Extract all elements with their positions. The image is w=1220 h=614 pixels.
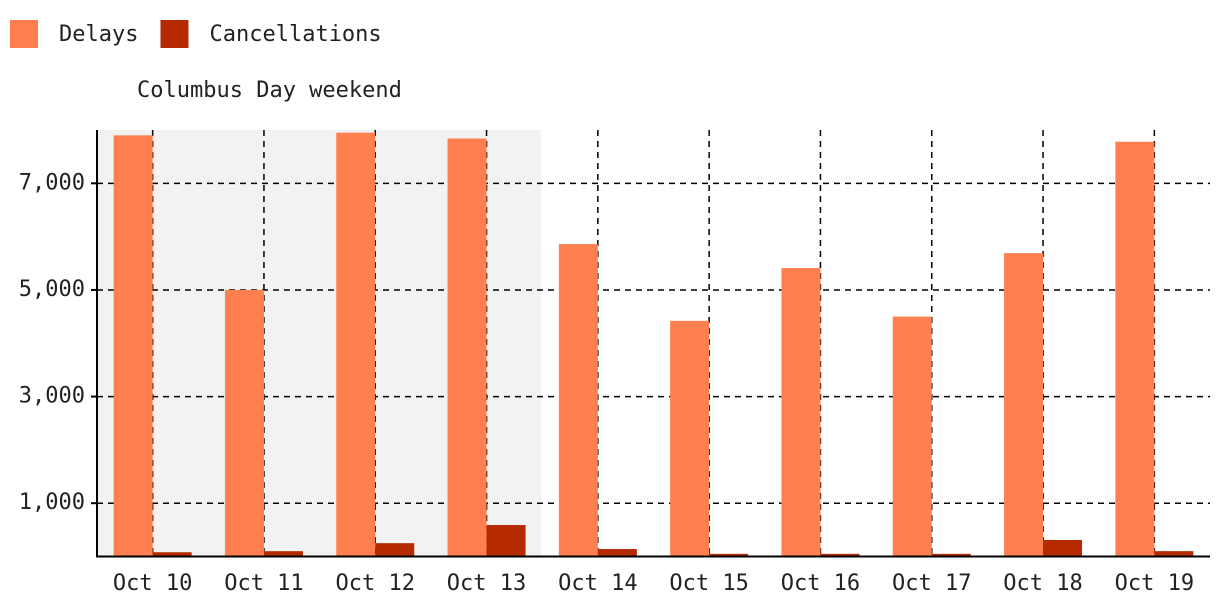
bar [224, 289, 264, 557]
bar [709, 553, 749, 557]
bar [113, 135, 153, 557]
x-tick-label: Oct 12 [336, 571, 415, 596]
x-tick-label: Oct 15 [669, 571, 748, 596]
highlight-label: Columbus Day weekend [137, 78, 402, 103]
legend-swatch [10, 20, 38, 48]
x-tick-label: Oct 13 [447, 571, 526, 596]
y-tick-label: 7,000 [19, 170, 85, 195]
y-tick-label: 3,000 [19, 384, 85, 409]
bar [1004, 253, 1044, 557]
bar [263, 551, 303, 557]
bar [597, 549, 637, 557]
bar [447, 138, 487, 557]
legend-swatch [160, 20, 189, 48]
x-tick-label: Oct 11 [224, 571, 303, 596]
x-tick-label: Oct 10 [113, 571, 192, 596]
x-tick-label: Oct 17 [892, 571, 971, 596]
x-tick-label: Oct 16 [781, 571, 860, 596]
bar [152, 552, 192, 557]
bar [486, 525, 526, 557]
x-tick-label: Oct 18 [1003, 571, 1082, 596]
bar [781, 268, 821, 557]
y-tick-label: 5,000 [19, 277, 85, 302]
bar [892, 316, 932, 557]
bar [1154, 551, 1194, 557]
bar [336, 132, 376, 557]
bar [1115, 141, 1155, 557]
x-tick-label: Oct 14 [558, 571, 637, 596]
bar [375, 543, 415, 557]
bar [820, 553, 860, 557]
x-tick-label: Oct 19 [1115, 571, 1194, 596]
legend-label: Cancellations [209, 22, 381, 47]
y-tick-label: 1,000 [19, 490, 85, 515]
legend-label: Delays [59, 22, 138, 47]
bar [670, 320, 710, 557]
bar [1043, 539, 1083, 557]
bar [931, 553, 971, 557]
bar [558, 244, 598, 557]
